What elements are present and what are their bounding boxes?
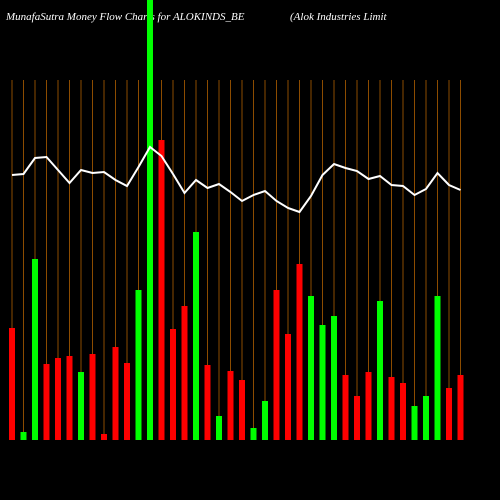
bar [285, 334, 291, 440]
bar [262, 401, 268, 440]
bar [411, 406, 418, 440]
bar [227, 371, 234, 440]
bar [434, 296, 441, 440]
bar [135, 290, 142, 440]
bar [66, 356, 73, 440]
bar [170, 329, 176, 440]
bar [43, 364, 50, 440]
bar [296, 264, 303, 440]
bar [273, 290, 280, 440]
bar [89, 354, 96, 440]
bar [446, 388, 452, 440]
bar [193, 232, 199, 440]
bar [204, 365, 211, 440]
bar [216, 416, 222, 440]
bar [112, 347, 119, 440]
chart-title: MunafaSutra Money Flow Charts for ALOKIN… [5, 11, 245, 23]
bar [365, 372, 372, 440]
bar [101, 434, 107, 440]
bars [9, 0, 464, 440]
bar [78, 372, 84, 440]
bar [239, 380, 245, 440]
bar [377, 301, 383, 440]
bar [457, 375, 464, 440]
bar [319, 325, 326, 440]
lines [11, 145, 461, 214]
bar [331, 316, 337, 440]
bar [423, 396, 429, 440]
bar [342, 375, 349, 440]
bar [400, 383, 406, 440]
bar [181, 306, 188, 440]
bar [9, 328, 15, 440]
bar [158, 140, 165, 440]
bar [250, 428, 257, 440]
bar [354, 396, 360, 440]
money-flow-line [11, 145, 461, 214]
bar [55, 358, 61, 440]
bar [20, 432, 27, 440]
chart-subtitle: (Alok Industries Limit [290, 11, 387, 23]
bar [388, 377, 395, 440]
bar [124, 363, 130, 440]
bar [147, 0, 153, 440]
bar [308, 296, 314, 440]
bar [32, 259, 38, 440]
